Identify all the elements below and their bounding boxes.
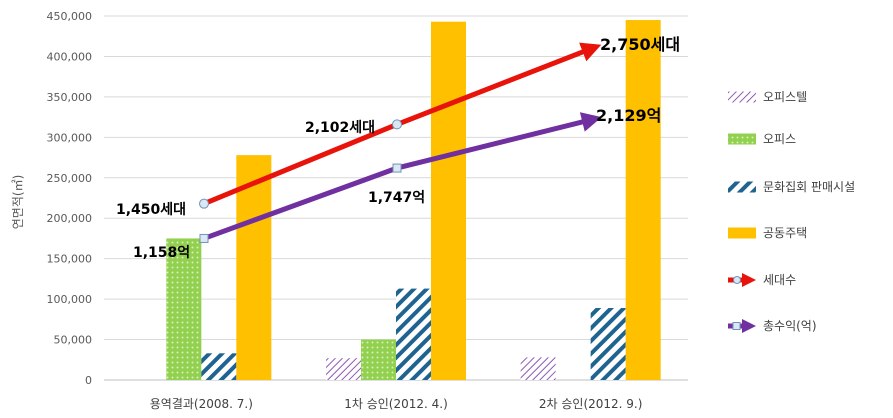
y-tick-label: 200,000	[47, 212, 93, 225]
y-tick-label: 50,000	[54, 334, 93, 347]
line-point	[199, 233, 209, 243]
legend-marker	[733, 276, 741, 284]
x-axis: 용역결과(2008. 7.) 1차 승인(2012. 4.) 2차 승인(2012.…	[150, 397, 643, 411]
x-tick-label: 용역결과(2008. 7.)	[150, 397, 253, 411]
bar-문화집회-판매시설	[590, 308, 626, 380]
data-label: 1,450세대	[116, 202, 186, 218]
x-tick-label: 2차 승인(2012. 9.)	[539, 397, 643, 411]
legend-label: 공동주택	[763, 226, 807, 240]
y-axis: 0 50,000 100,000 150,000 200,000 250,000 300,0…	[47, 10, 93, 387]
bar-공동주택	[236, 155, 272, 380]
y-tick-label: 250,000	[47, 172, 93, 185]
legend-arrow	[742, 319, 756, 333]
y-tick-label: 0	[85, 374, 92, 387]
data-label: 1,747억	[368, 190, 425, 206]
x-tick-label: 1차 승인(2012. 4.)	[344, 397, 448, 411]
legend-swatch	[728, 91, 756, 103]
bar-오피스	[166, 238, 202, 380]
bar-오피스	[361, 339, 396, 380]
bars	[166, 20, 661, 381]
line-point	[199, 198, 209, 209]
y-tick-label: 350,000	[47, 91, 93, 104]
line-point	[392, 119, 402, 130]
legend-marker	[732, 322, 741, 330]
legend-swatch	[728, 181, 756, 193]
legend-label: 오피스	[763, 132, 796, 146]
legend-arrow	[742, 273, 756, 287]
y-tick-label: 450,000	[47, 10, 93, 23]
legend-label: 총수익(억)	[763, 319, 817, 333]
line-series: 1,450세대 2,102세대 2,750세대 1,158억 1,747억 2,129억	[116, 35, 680, 261]
y-tick-label: 400,000	[47, 50, 93, 63]
y-tick-label: 150,000	[47, 253, 93, 266]
data-label: 2,750세대	[600, 35, 680, 54]
bar-공동주택	[625, 20, 661, 381]
legend-swatch	[728, 227, 756, 239]
line-point	[392, 163, 402, 173]
bar-공동주택	[431, 21, 466, 380]
data-label: 2,102세대	[305, 120, 375, 136]
legend-swatch	[728, 133, 756, 145]
bar-오피스텔	[326, 358, 361, 380]
bar-문화집회-판매시설	[201, 353, 237, 380]
data-label: 2,129억	[596, 106, 661, 125]
bar-문화집회-판매시설	[396, 288, 431, 380]
y-tick-label: 100,000	[47, 293, 93, 306]
legend-label: 문화집회 판매시설	[763, 180, 855, 194]
legend-label: 오피스텔	[763, 90, 807, 104]
data-label: 1,158억	[133, 245, 190, 261]
y-tick-label: 300,000	[47, 131, 93, 144]
bar-오피스텔	[520, 357, 556, 380]
legend-label: 세대수	[763, 273, 796, 287]
y-axis-label: 연면적(㎡)	[11, 175, 25, 229]
